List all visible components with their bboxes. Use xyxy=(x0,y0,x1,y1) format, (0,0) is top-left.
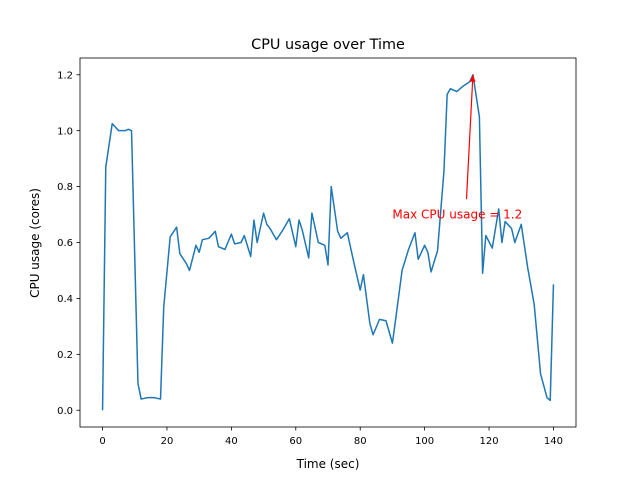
x-tick-label: 0 xyxy=(99,436,105,447)
y-tick-label: 0.4 xyxy=(57,294,73,305)
y-tick-label: 0.8 xyxy=(57,182,73,193)
cpu-usage-line xyxy=(101,74,555,411)
y-tick-label: 0.2 xyxy=(57,350,73,361)
x-tick-label: 140 xyxy=(544,436,563,447)
max-annotation-arrow xyxy=(465,74,474,200)
x-tick-label: 80 xyxy=(354,436,367,447)
y-tick-label: 1.2 xyxy=(57,70,73,81)
y-tick-label: 0.0 xyxy=(57,406,73,417)
y-tick-label: 1.0 xyxy=(57,126,73,137)
max-annotation-arrowhead xyxy=(469,74,476,82)
chart-title: CPU usage over Time xyxy=(251,37,405,53)
y-tick-label: 0.6 xyxy=(57,238,73,249)
x-axis-label: Time (sec) xyxy=(296,457,360,471)
y-axis-label: CPU usage (cores) xyxy=(28,188,42,298)
x-tick-label: 120 xyxy=(479,436,498,447)
x-tick-label: 40 xyxy=(225,436,238,447)
x-tick-label: 20 xyxy=(161,436,174,447)
x-tick-label: 100 xyxy=(415,436,434,447)
max-annotation-label: Max CPU usage = 1.2 xyxy=(392,208,522,222)
x-tick-label: 60 xyxy=(289,436,302,447)
